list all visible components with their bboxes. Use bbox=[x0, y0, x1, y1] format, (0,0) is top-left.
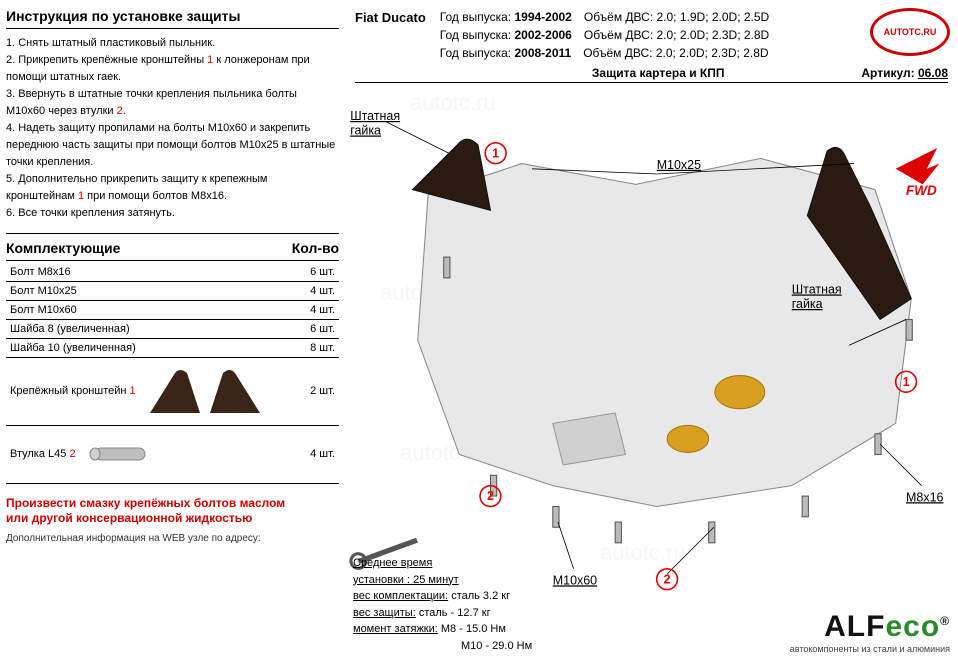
bushing-name: Втулка L45 bbox=[10, 448, 66, 460]
svg-text:1: 1 bbox=[903, 375, 910, 389]
bracket-num: 1 bbox=[130, 385, 136, 397]
instructions-body: 1. Снять штатный пластиковый пыльник.2. … bbox=[6, 35, 339, 223]
svg-text:гайка: гайка bbox=[792, 297, 823, 311]
bushing-num: 2 bbox=[69, 448, 75, 460]
header-row: Fiat Ducato Год выпуска: 1994-2002Объём … bbox=[355, 8, 948, 62]
fwd-arrow: FWD bbox=[896, 148, 940, 198]
svg-text:2: 2 bbox=[487, 489, 494, 503]
footer-warning: Произвести смазку крепёжных болтов масло… bbox=[6, 496, 339, 527]
table-row: Болт М10х604 шт. bbox=[6, 300, 339, 319]
table-row: Шайба 8 (увеличенная)6 шт. bbox=[6, 319, 339, 338]
bushing-icon bbox=[85, 442, 155, 466]
parts-header: Комплектующие Кол-во bbox=[6, 240, 339, 261]
model-name: Fiat Ducato bbox=[355, 8, 426, 62]
left-column: Инструкция по установке защиты 1. Снять … bbox=[0, 0, 345, 662]
bushing-qty: 4 шт. bbox=[284, 425, 339, 483]
logo: ALFeco® автокомпоненты из стали и алюмин… bbox=[790, 610, 950, 654]
svg-text:М8х16: М8х16 bbox=[906, 490, 943, 504]
instructions-title: Инструкция по установке защиты bbox=[6, 8, 339, 29]
svg-text:гайка: гайка bbox=[350, 124, 381, 138]
parts-title: Комплектующие bbox=[6, 240, 120, 256]
instruction-step: 3. Ввернуть в штатные точки крепления пы… bbox=[6, 86, 339, 120]
svg-text:Штатная: Штатная bbox=[792, 282, 842, 296]
footer-info: Дополнительная информация на WEB узле по… bbox=[6, 533, 339, 544]
svg-text:М10х25: М10х25 bbox=[657, 158, 701, 172]
svg-text:2: 2 bbox=[664, 572, 671, 586]
bracket-qty: 2 шт. bbox=[284, 357, 339, 425]
divider bbox=[6, 233, 339, 234]
subtitle-row: Защита картера и КПП Артикул: 06.08 bbox=[355, 66, 948, 83]
instruction-step: 6. Все точки крепления затянуть. bbox=[6, 205, 339, 222]
svg-text:1: 1 bbox=[492, 146, 499, 160]
year-row: Год выпуска: 1994-2002Объём ДВС: 2.0; 1.… bbox=[440, 8, 948, 26]
instruction-step: 5. Дополнительно прикрепить защиту к кре… bbox=[6, 171, 339, 205]
parts-table: Болт М8х166 шт.Болт М10х254 шт.Болт М10х… bbox=[6, 263, 339, 484]
instruction-step: 2. Прикрепить крепёжные кронштейны 1 к л… bbox=[6, 52, 339, 86]
instruction-step: 1. Снять штатный пластиковый пыльник. bbox=[6, 35, 339, 52]
bracket-name: Крепёжный кронштейн bbox=[10, 385, 126, 397]
spec-block: Среднее время установки : 25 минут вес к… bbox=[353, 555, 532, 654]
svg-text:М10х60: М10х60 bbox=[553, 573, 597, 587]
year-row: Год выпуска: 2008-2011Объём ДВС: 2.0; 2.… bbox=[440, 44, 948, 62]
qty-title: Кол-во bbox=[292, 240, 339, 256]
svg-text:FWD: FWD bbox=[906, 183, 937, 198]
bracket-icon bbox=[145, 365, 265, 417]
right-column: Fiat Ducato Год выпуска: 1994-2002Объём … bbox=[345, 0, 958, 662]
table-row: Болт М10х254 шт. bbox=[6, 281, 339, 300]
svg-text:Штатная: Штатная bbox=[350, 109, 400, 123]
diagram: FWD 1 1 2 bbox=[345, 90, 958, 632]
table-row: Болт М8х166 шт. bbox=[6, 263, 339, 282]
instruction-step: 4. Надеть защиту пропилами на болты М10х… bbox=[6, 120, 339, 171]
year-row: Год выпуска: 2002-2006Объём ДВС: 2.0; 2.… bbox=[440, 26, 948, 44]
table-row: Шайба 10 (увеличенная)8 шт. bbox=[6, 338, 339, 357]
